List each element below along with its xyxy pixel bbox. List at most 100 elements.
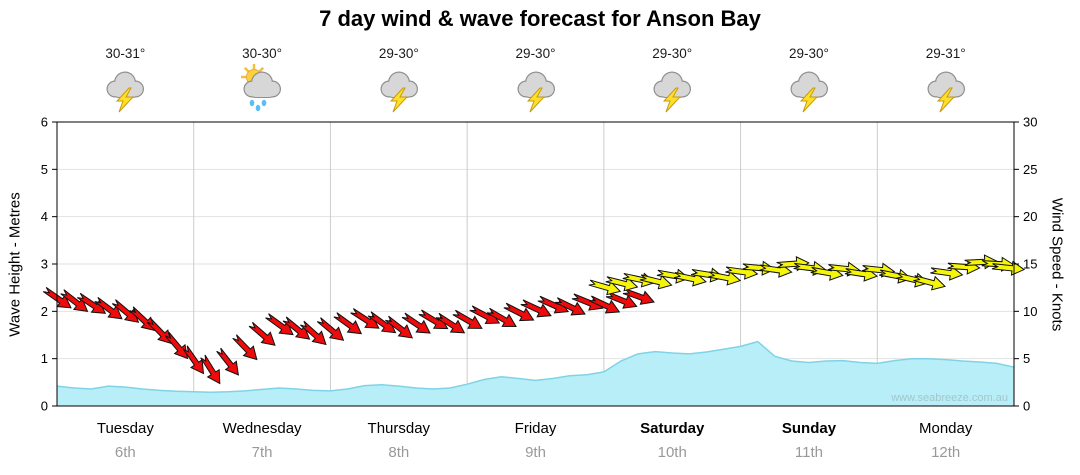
raindrops-icon <box>249 99 267 112</box>
day-name: Saturday <box>640 420 705 437</box>
wind-arrow <box>554 297 586 316</box>
wind-arrow <box>316 317 345 341</box>
weather-icon-cell <box>741 64 878 114</box>
wind-arrow <box>622 288 655 305</box>
wind-arrow <box>164 331 189 360</box>
wind-arrow <box>232 334 258 361</box>
weather-icon-cell <box>877 64 1014 114</box>
wind-arrow <box>265 313 294 336</box>
storm-cloud-lightning-icon <box>790 71 828 113</box>
lightning-bolt-icon <box>116 87 135 113</box>
wave-tick-label: 6 <box>41 115 48 130</box>
wind-arrow <box>605 291 638 309</box>
wave-area-series <box>57 341 1014 406</box>
wind-tick-label: 0 <box>1023 399 1030 414</box>
lightning-bolt-icon <box>936 87 955 113</box>
storm-cloud-lightning-icon <box>106 71 145 113</box>
page-title: 7 day wind & wave forecast for Anson Bay <box>319 6 761 31</box>
day-names-row: Tuesday Wednesday Thursday Friday Saturday Su… <box>57 420 1014 437</box>
day-date: 12th <box>931 444 961 461</box>
watermark: www.seabreeze.com.au <box>890 392 1008 404</box>
lightning-bolt-icon <box>389 87 408 113</box>
wind-arrow <box>129 306 156 332</box>
storm-cloud-lightning-icon <box>517 71 555 113</box>
cloud-icon <box>790 71 828 98</box>
wind-arrow <box>991 260 1026 276</box>
wind-arrow <box>94 296 123 320</box>
wind-tick-label: 20 <box>1023 209 1037 224</box>
day-name: Thursday <box>367 420 431 437</box>
wave-tick-label: 1 <box>41 351 48 366</box>
weather-icons-row <box>57 62 1014 116</box>
day-temperature: 29-30° <box>515 46 556 61</box>
day-name: Monday <box>918 420 973 437</box>
day-date: 7th <box>251 444 273 461</box>
wind-tick-label: 10 <box>1023 304 1037 319</box>
lightning-bolt-icon <box>526 87 545 113</box>
wind-arrow <box>200 354 221 385</box>
day-date: 10th <box>657 444 687 461</box>
day-date: 9th <box>525 444 546 461</box>
wind-arrow <box>708 270 742 286</box>
wind-tick-label: 5 <box>1023 351 1030 366</box>
wind-tick-label: 30 <box>1023 115 1037 130</box>
wind-arrow <box>656 268 690 284</box>
cloud-icon <box>517 71 555 98</box>
wind-tick-label: 25 <box>1023 162 1037 177</box>
storm-cloud-lightning-icon <box>927 71 965 113</box>
day-temperature: 29-31° <box>925 46 966 61</box>
cloud-icon <box>243 71 282 98</box>
wave-tick-label: 4 <box>41 209 48 224</box>
weather-icon-cell <box>604 64 741 114</box>
wind-arrow <box>486 307 517 328</box>
day-dates-row: 6th 7th 8th 9th 10th 11th 12th <box>57 444 1014 461</box>
day-temperature: 29-30° <box>788 46 829 61</box>
day-name: Tuesday <box>96 420 154 437</box>
day-temperature: 29-30° <box>378 46 419 61</box>
weather-icon-cell <box>194 64 331 114</box>
wind-arrow <box>401 312 431 334</box>
day-temperature: 30-30° <box>242 46 283 61</box>
day-date: 8th <box>388 444 410 461</box>
wind-arrow <box>146 318 173 345</box>
wind-arrow <box>300 320 327 346</box>
wind-arrow <box>571 293 604 311</box>
wind-arrow <box>333 312 363 335</box>
day-temperature: 29-30° <box>652 46 693 61</box>
wind-tick-label: 15 <box>1023 257 1037 272</box>
wind-arrow <box>435 312 466 334</box>
wind-arrow <box>216 347 239 376</box>
lightning-bolt-icon <box>799 87 819 113</box>
wind-arrow <box>503 302 535 322</box>
day-date: 6th <box>114 444 136 461</box>
wind-arrow <box>520 299 552 318</box>
wind-arrow <box>639 274 673 290</box>
wind-arrow <box>282 316 311 340</box>
wave-line <box>56 340 1015 394</box>
wind-arrow <box>248 321 276 346</box>
wind-arrow <box>913 275 947 291</box>
day-name: Sunday <box>781 420 837 437</box>
day-date: 11th <box>794 444 823 461</box>
storm-cloud-lightning-icon <box>380 71 418 113</box>
wave-tick-label: 0 <box>41 399 48 414</box>
weather-icon-cell <box>330 64 467 114</box>
cloud-icon <box>106 71 145 98</box>
day-name: Wednesday <box>222 420 302 437</box>
sun-showers-icon <box>241 64 282 112</box>
wind-arrow <box>182 345 205 375</box>
weather-icon-cell <box>467 64 604 114</box>
wind-arrow <box>930 265 964 281</box>
lightning-bolt-icon <box>663 87 682 113</box>
weather-icon-cell <box>57 64 194 114</box>
cloud-icon <box>653 71 692 98</box>
wind-arrow <box>60 289 89 312</box>
temperature-row: 30-31° 30-30° 29-30° 29-30° 29-30° 29-30° 29-3… <box>57 46 1014 61</box>
wind-arrow <box>385 315 413 339</box>
day-temperature: 30-31° <box>105 46 146 61</box>
wind-arrow <box>452 309 483 329</box>
wave-tick-label: 3 <box>41 257 48 272</box>
wind-arrow <box>588 295 621 314</box>
